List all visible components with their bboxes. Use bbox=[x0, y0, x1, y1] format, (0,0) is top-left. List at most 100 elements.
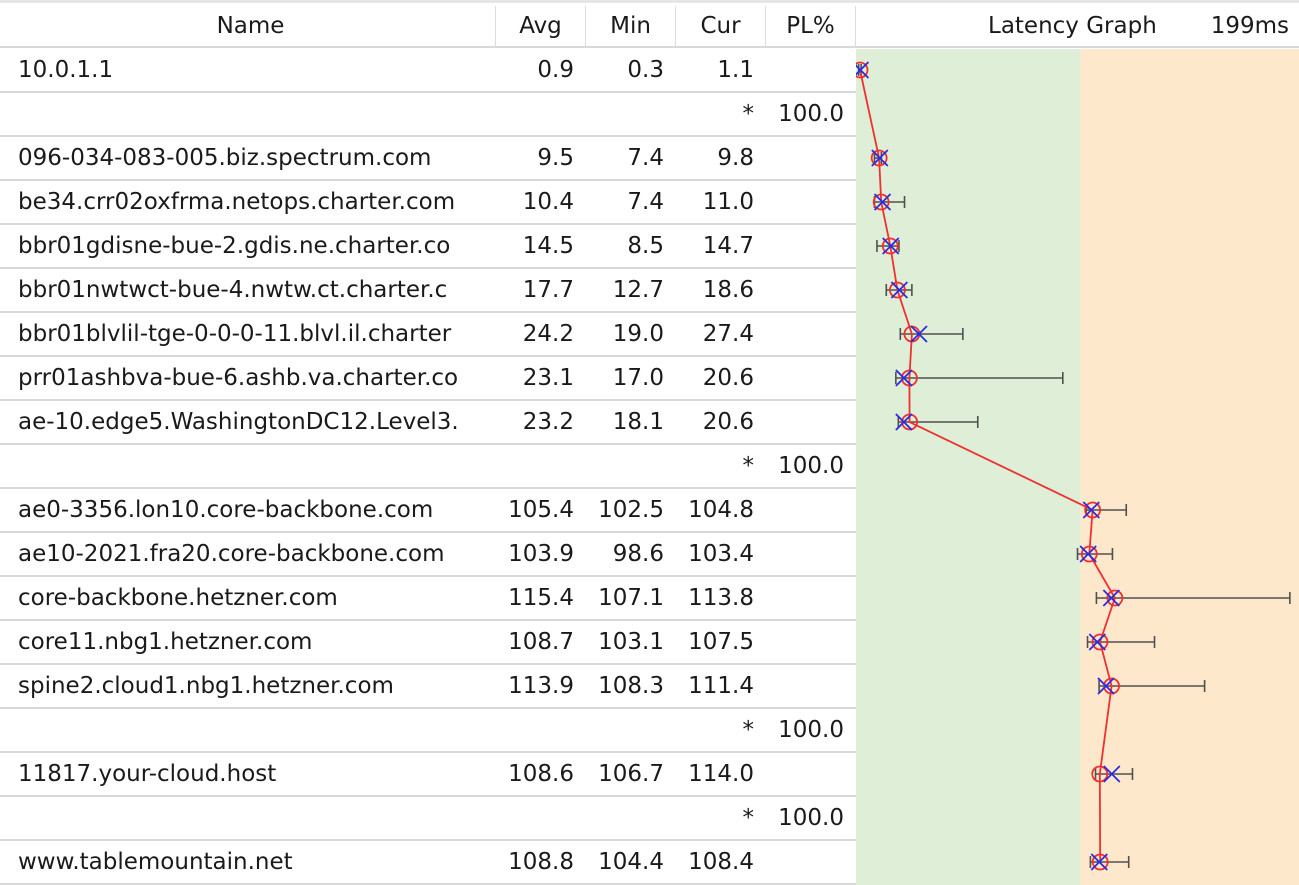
hop-pl bbox=[766, 753, 844, 795]
hop-avg: 105.4 bbox=[508, 497, 574, 523]
hop-row[interactable]: bbr01gdisne-bue-2.gdis.ne.charter.co 14.5… bbox=[0, 225, 856, 269]
hop-avg: 23.1 bbox=[522, 365, 574, 391]
hop-cur: 27.4 bbox=[702, 321, 754, 347]
current-marker bbox=[1103, 765, 1121, 783]
hop-min: 106.7 bbox=[598, 761, 664, 787]
hop-avg bbox=[496, 709, 574, 751]
hop-row[interactable]: 11817.your-cloud.host 108.6 106.7 114.0 bbox=[0, 753, 856, 797]
hop-avg: 108.7 bbox=[508, 629, 574, 655]
average-marker bbox=[889, 281, 906, 299]
current-marker bbox=[1097, 677, 1115, 695]
hop-row[interactable]: * 100.0 bbox=[0, 93, 856, 137]
hop-row[interactable]: 10.0.1.1 0.9 0.3 1.1 bbox=[0, 49, 856, 93]
hop-pl: 100.0 bbox=[778, 805, 844, 831]
current-marker bbox=[873, 193, 892, 211]
column-header-avg[interactable]: Avg bbox=[496, 6, 586, 46]
hop-cur: 18.6 bbox=[702, 277, 754, 303]
hop-row[interactable]: core-backbone.hetzner.com 115.4 107.1 113.8 bbox=[0, 577, 856, 621]
good-latency-zone bbox=[856, 49, 1081, 885]
hop-pl: 100.0 bbox=[778, 717, 844, 743]
hop-row[interactable]: * 100.0 bbox=[0, 797, 856, 841]
hop-row[interactable]: 096-034-083-005.biz.spectrum.com 9.5 7.4 9.… bbox=[0, 137, 856, 181]
average-marker bbox=[1080, 545, 1098, 563]
hop-min: 17.0 bbox=[612, 365, 664, 391]
hop-name: core11.nbg1.hetzner.com bbox=[18, 629, 313, 655]
average-marker bbox=[881, 237, 899, 255]
latency-graph-scale: 199ms bbox=[1210, 13, 1289, 39]
latency-graph bbox=[856, 49, 1299, 885]
hop-min: 7.4 bbox=[627, 145, 664, 171]
hop-pl bbox=[766, 49, 844, 91]
hop-min: 0.3 bbox=[627, 57, 664, 83]
hop-cur: 1.1 bbox=[717, 57, 754, 83]
hop-cur: 11.0 bbox=[702, 189, 754, 215]
hop-pl bbox=[766, 357, 844, 399]
hop-pl bbox=[766, 621, 844, 663]
hop-row[interactable]: * 100.0 bbox=[0, 709, 856, 753]
hop-min: 104.4 bbox=[598, 849, 664, 875]
hop-pl bbox=[766, 137, 844, 179]
column-header-latency-graph[interactable]: Latency Graph 199ms bbox=[856, 6, 1299, 46]
hop-row[interactable]: ae10-2021.fra20.core-backbone.com 103.9 98… bbox=[0, 533, 856, 577]
average-marker bbox=[1091, 853, 1109, 871]
hop-avg bbox=[496, 445, 574, 487]
current-marker bbox=[890, 281, 909, 299]
hop-avg: 0.9 bbox=[537, 57, 574, 83]
hop-name bbox=[18, 709, 490, 751]
hop-name bbox=[18, 445, 490, 487]
hop-pl bbox=[766, 533, 844, 575]
hop-name bbox=[18, 797, 490, 839]
hop-avg: 103.9 bbox=[508, 541, 574, 567]
hop-name: 096-034-083-005.biz.spectrum.com bbox=[18, 145, 432, 171]
hop-row[interactable]: www.tablemountain.net 108.8 104.4 108.4 bbox=[0, 841, 856, 885]
hop-row[interactable]: * 100.0 bbox=[0, 445, 856, 489]
current-marker bbox=[1102, 589, 1120, 607]
hop-avg: 115.4 bbox=[508, 585, 574, 611]
hop-table: 10.0.1.1 0.9 0.3 1.1 * 100.0 096-034-083-005.b… bbox=[0, 49, 856, 885]
hop-pl bbox=[766, 269, 844, 311]
average-marker bbox=[1084, 501, 1102, 519]
hop-name: bbr01nwtwct-bue-4.nwtw.ct.charter.c bbox=[18, 277, 448, 303]
average-marker bbox=[1106, 589, 1124, 607]
hop-pl: 100.0 bbox=[778, 453, 844, 479]
column-header-min[interactable]: Min bbox=[586, 6, 676, 46]
hop-name: prr01ashbva-bue-6.ashb.va.charter.co bbox=[18, 365, 459, 391]
hop-min: 7.4 bbox=[627, 189, 664, 215]
hop-cur: 107.5 bbox=[688, 629, 754, 655]
hop-min: 107.1 bbox=[598, 585, 664, 611]
hop-row[interactable]: bbr01nwtwct-bue-4.nwtw.ct.charter.c 17.7 1… bbox=[0, 269, 856, 313]
hop-min: 102.5 bbox=[598, 497, 664, 523]
hop-cur: 108.4 bbox=[688, 849, 754, 875]
column-header-pl[interactable]: PL% bbox=[766, 6, 856, 46]
hop-pl bbox=[766, 401, 844, 443]
hop-row[interactable]: ae-10.edge5.WashingtonDC12.Level3. 23.2 18… bbox=[0, 401, 856, 445]
hop-cur: 14.7 bbox=[702, 233, 754, 259]
hop-row[interactable]: core11.nbg1.hetzner.com 108.7 103.1 107.5 bbox=[0, 621, 856, 665]
hop-row[interactable]: spine2.cloud1.nbg1.hetzner.com 113.9 108.3… bbox=[0, 665, 856, 709]
hop-min: 98.6 bbox=[612, 541, 664, 567]
hop-name: ae-10.edge5.WashingtonDC12.Level3. bbox=[18, 409, 459, 435]
column-header-name[interactable]: Name bbox=[6, 6, 496, 46]
hop-cur: * bbox=[742, 453, 755, 479]
latency-graph-svg bbox=[856, 49, 1299, 885]
hop-pl: 100.0 bbox=[778, 101, 844, 127]
column-header-cur[interactable]: Cur bbox=[676, 6, 766, 46]
hop-min: 18.1 bbox=[612, 409, 664, 435]
hop-row[interactable]: ae0-3356.lon10.core-backbone.com 105.4 102… bbox=[0, 489, 856, 533]
hop-min bbox=[586, 93, 664, 135]
average-marker bbox=[1103, 677, 1120, 695]
hop-row[interactable]: prr01ashbva-bue-6.ashb.va.charter.co 23.1… bbox=[0, 357, 856, 401]
table-header: Name Avg Min Cur PL% Latency Graph 199ms bbox=[0, 6, 1299, 48]
hop-min bbox=[586, 709, 664, 751]
hop-min: 12.7 bbox=[612, 277, 664, 303]
hop-row[interactable]: bbr01blvlil-tge-0-0-0-11.blvl.il.charter… bbox=[0, 313, 856, 357]
current-marker bbox=[895, 413, 913, 431]
hop-name: core-backbone.hetzner.com bbox=[18, 585, 338, 611]
hop-row[interactable]: be34.crr02oxfrma.netops.charter.com 10.4 7… bbox=[0, 181, 856, 225]
average-marker bbox=[901, 369, 918, 387]
current-marker bbox=[910, 325, 928, 343]
latency-graph-title: Latency Graph bbox=[988, 13, 1157, 39]
current-marker bbox=[882, 237, 900, 255]
hop-avg: 9.5 bbox=[537, 145, 574, 171]
hop-min bbox=[586, 797, 664, 839]
